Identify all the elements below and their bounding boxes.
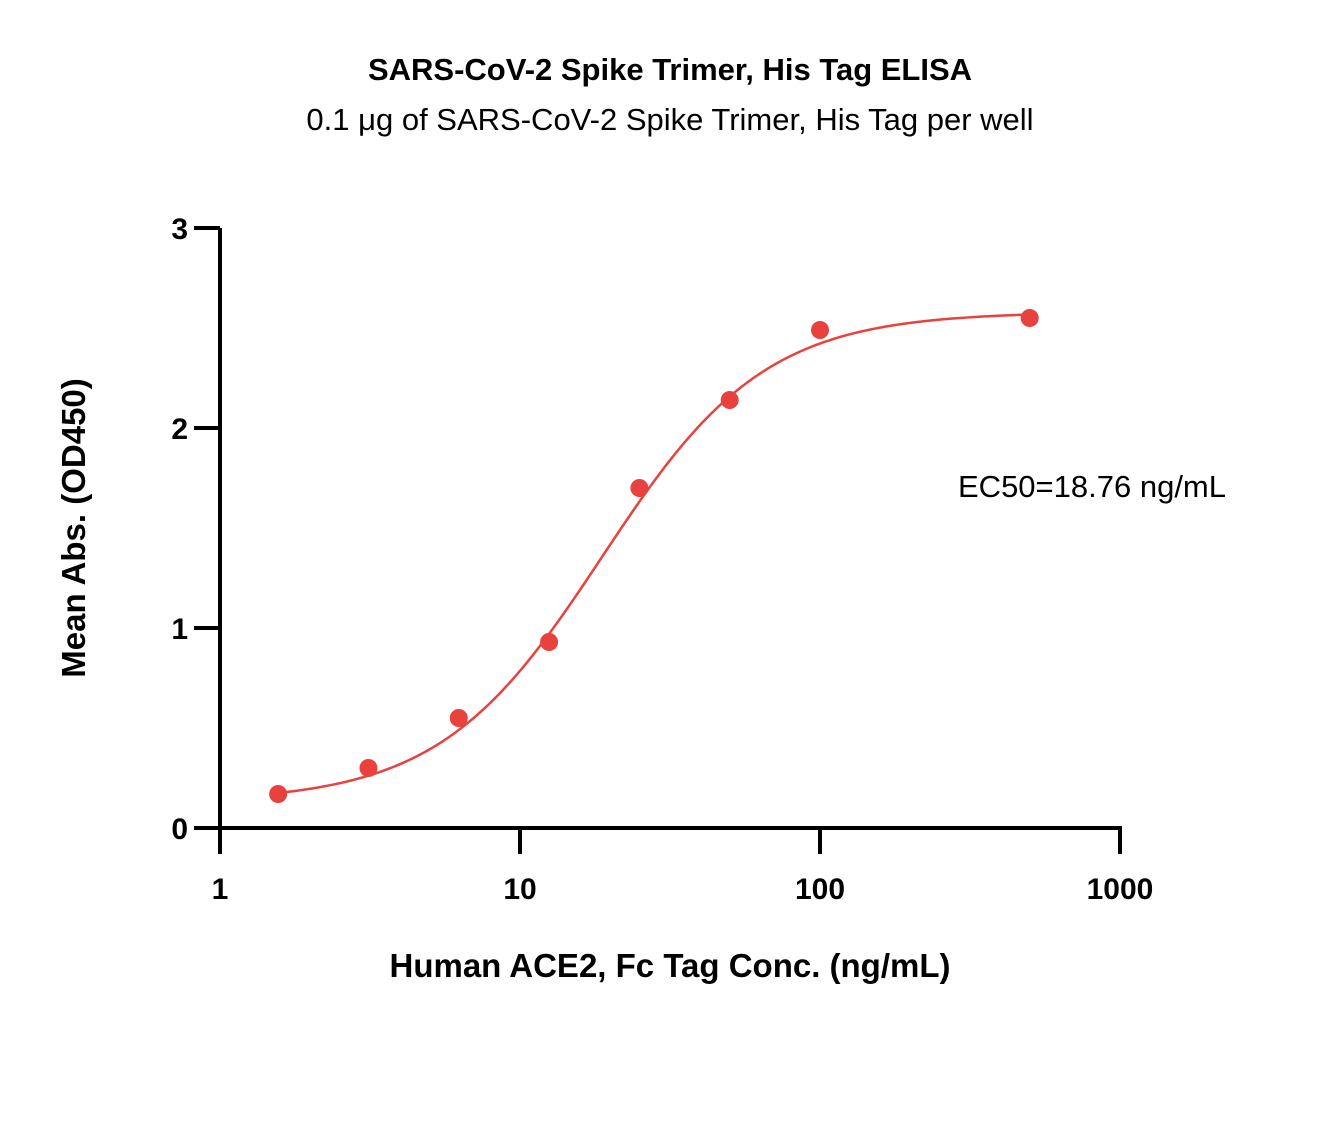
data-point bbox=[269, 785, 288, 803]
data-point bbox=[811, 321, 829, 339]
y-tick-label: 1 bbox=[171, 613, 188, 646]
data-point bbox=[540, 633, 559, 651]
x-tick-label: 100 bbox=[795, 873, 845, 906]
fit-curve bbox=[278, 313, 1030, 795]
data-points bbox=[269, 309, 1039, 803]
ec50-annotation: EC50=18.76 ng/mL bbox=[958, 469, 1226, 504]
x-axis-ticks: 1 10 100 1000 bbox=[212, 828, 1154, 906]
data-point bbox=[720, 391, 739, 409]
y-tick-label: 0 bbox=[171, 813, 188, 846]
x-tick-label: 1000 bbox=[1087, 873, 1154, 906]
x-tick-label: 10 bbox=[503, 873, 536, 906]
chart-title: SARS-CoV-2 Spike Trimer, His Tag ELISA bbox=[368, 52, 972, 87]
data-point bbox=[630, 479, 649, 497]
y-tick-label: 3 bbox=[171, 213, 188, 246]
x-tick-label: 1 bbox=[212, 873, 229, 906]
y-axis-label: Mean Abs. (OD450) bbox=[55, 378, 92, 678]
axes bbox=[218, 228, 1122, 830]
data-point bbox=[1020, 309, 1039, 327]
chart-subtitle: 0.1 μg of SARS-CoV-2 Spike Trimer, His T… bbox=[306, 102, 1033, 137]
x-axis-label: Human ACE2, Fc Tag Conc. (ng/mL) bbox=[389, 947, 950, 984]
data-point bbox=[449, 709, 468, 727]
data-point bbox=[359, 759, 378, 777]
y-tick-label: 2 bbox=[171, 413, 188, 446]
y-axis-ticks: 0 1 2 3 bbox=[171, 213, 220, 846]
